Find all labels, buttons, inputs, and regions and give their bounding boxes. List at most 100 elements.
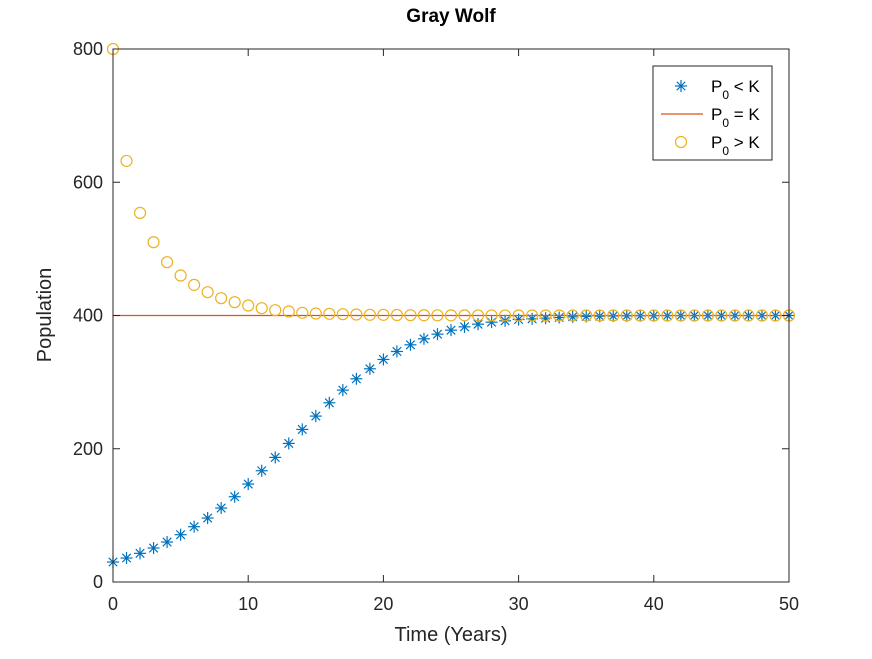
data-point xyxy=(174,269,187,282)
y-tick-label: 600 xyxy=(73,172,103,192)
data-point xyxy=(728,309,742,322)
y-axis-label: Population xyxy=(34,268,56,363)
data-point xyxy=(674,309,687,322)
data-point xyxy=(350,308,363,321)
data-point xyxy=(458,309,471,322)
data-point xyxy=(323,307,336,320)
data-point xyxy=(620,309,633,322)
series-2 xyxy=(106,42,796,322)
data-point xyxy=(390,308,404,322)
data-point xyxy=(431,309,444,322)
chart-title: Gray Wolf xyxy=(406,6,496,27)
data-point xyxy=(296,423,309,436)
data-point xyxy=(228,490,241,503)
data-point xyxy=(296,306,309,319)
data-point xyxy=(282,437,295,450)
y-tick-label: 0 xyxy=(93,572,103,592)
data-point xyxy=(255,302,268,315)
data-point xyxy=(593,310,606,323)
data-point xyxy=(634,309,647,322)
legend-label: P0 > K xyxy=(711,133,760,158)
data-point xyxy=(134,547,147,560)
data-point xyxy=(417,309,431,322)
data-point xyxy=(228,296,241,309)
data-point xyxy=(323,396,336,409)
legend-item: P0 = K xyxy=(661,105,760,130)
data-point xyxy=(188,278,201,291)
data-point xyxy=(161,536,174,549)
data-point xyxy=(445,324,457,337)
data-point xyxy=(404,338,417,351)
data-point xyxy=(471,309,485,322)
x-tick-label: 30 xyxy=(509,594,529,614)
data-point xyxy=(282,305,295,318)
data-point xyxy=(593,309,606,322)
data-point xyxy=(188,520,201,533)
data-point xyxy=(242,299,255,312)
legend-marker xyxy=(674,135,688,149)
data-point xyxy=(120,154,133,168)
axes-layer: 0 10 20 30 40 50 0 200 400 600 800 xyxy=(73,39,799,614)
legend-item: P0 < K xyxy=(675,77,760,102)
legend-label: P0 = K xyxy=(711,105,760,130)
data-point xyxy=(242,478,255,491)
legend-label: P0 < K xyxy=(711,77,760,102)
data-point xyxy=(390,345,403,358)
y-tick-label: 200 xyxy=(73,439,103,459)
data-point xyxy=(201,512,214,525)
data-point xyxy=(363,308,376,321)
data-point xyxy=(269,451,282,464)
data-point xyxy=(336,384,349,397)
data-point xyxy=(485,316,498,329)
legend: P0 < K P0 = K P0 > K xyxy=(652,65,773,161)
data-point xyxy=(553,309,566,322)
data-point xyxy=(553,311,566,324)
data-point xyxy=(269,304,282,317)
x-tick-label: 50 xyxy=(779,594,799,614)
legend-item: P0 > K xyxy=(674,133,760,158)
data-point xyxy=(147,236,160,249)
data-point xyxy=(404,309,417,322)
data-point xyxy=(215,292,228,305)
data-point xyxy=(431,328,444,341)
data-point xyxy=(526,309,539,322)
data-point xyxy=(566,309,579,322)
data-point xyxy=(417,332,430,345)
data-point xyxy=(607,309,620,322)
data-point xyxy=(485,309,498,322)
data-point xyxy=(215,502,228,515)
data-point xyxy=(701,309,714,322)
data-point xyxy=(688,309,701,322)
data-point xyxy=(120,552,133,565)
data-point xyxy=(458,320,471,333)
data-point xyxy=(498,309,512,322)
legend-marker xyxy=(675,80,687,92)
data-point xyxy=(377,353,390,366)
data-point xyxy=(580,309,593,322)
data-point xyxy=(755,309,769,322)
series-layer xyxy=(106,42,796,569)
data-point xyxy=(661,309,674,322)
x-tick-label: 20 xyxy=(373,594,393,614)
x-tick-label: 10 xyxy=(238,594,258,614)
data-point xyxy=(133,206,147,219)
data-point xyxy=(201,286,214,299)
y-tick-label: 400 xyxy=(73,306,103,326)
data-point xyxy=(472,318,485,331)
data-point xyxy=(742,309,755,322)
data-point xyxy=(363,362,376,375)
data-point xyxy=(647,309,660,322)
x-axis-label: Time (Years) xyxy=(395,624,508,646)
data-point xyxy=(160,256,174,269)
data-point xyxy=(377,308,390,321)
x-tick-label: 40 xyxy=(644,594,664,614)
data-point xyxy=(715,309,728,322)
data-point xyxy=(255,464,268,477)
data-point xyxy=(512,309,525,322)
x-tick-label: 0 xyxy=(108,594,118,614)
data-point xyxy=(350,372,363,385)
data-point xyxy=(147,542,160,555)
data-point xyxy=(336,308,349,321)
